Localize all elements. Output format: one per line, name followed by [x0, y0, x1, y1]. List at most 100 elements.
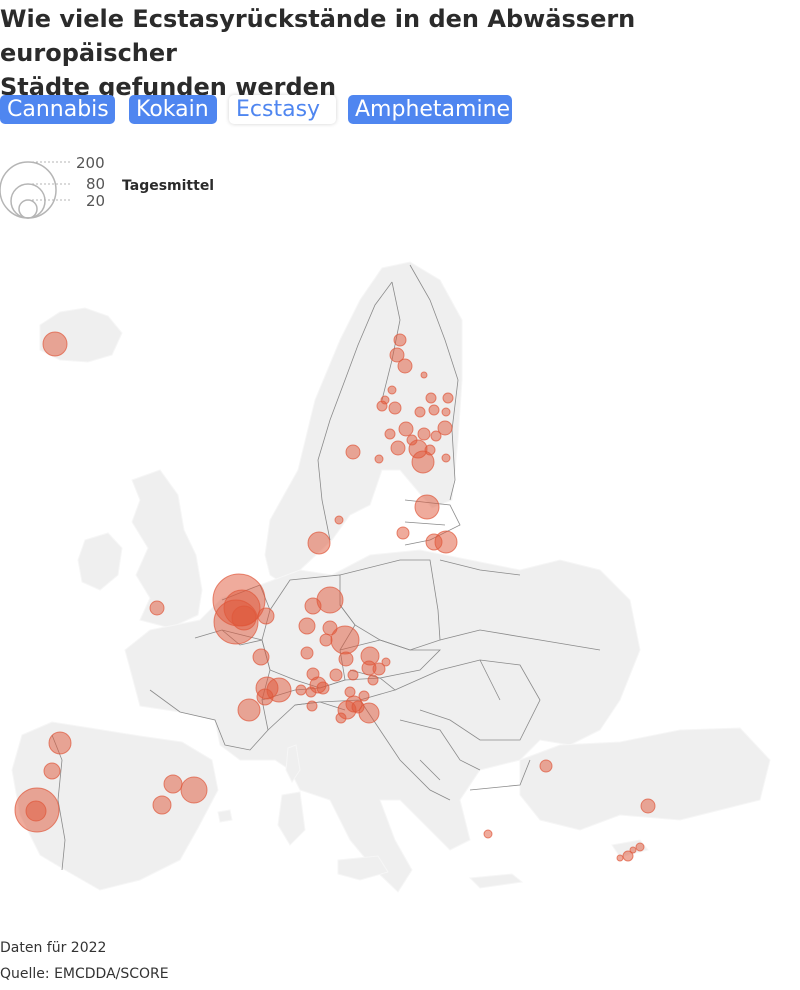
city-bubble — [420, 371, 428, 379]
landmass-mallorca — [217, 809, 233, 823]
city-bubble — [635, 842, 645, 852]
city-bubble — [616, 854, 624, 862]
city-bubble — [387, 385, 397, 395]
title-line-1: Wie viele Ecstasyrückstände in den Abwäs… — [0, 5, 636, 67]
city-bubble — [256, 688, 274, 706]
city-bubble — [329, 668, 343, 682]
city-bubble — [152, 795, 172, 815]
landmass-crete — [468, 873, 524, 889]
city-bubble — [257, 607, 275, 625]
city-bubble — [335, 712, 347, 724]
border-ukraine-belarus — [439, 559, 601, 701]
border-finland-russia — [409, 264, 459, 501]
city-bubble — [345, 444, 361, 460]
city-bubble — [389, 347, 405, 363]
city-bubble — [414, 494, 440, 520]
city-bubble — [347, 669, 359, 681]
city-bubble — [306, 700, 318, 712]
city-bubble — [43, 762, 61, 780]
landmass-iberia — [11, 721, 219, 891]
legend-title: Tagesmittel — [122, 178, 215, 194]
city-bubble — [295, 684, 307, 696]
city-bubble — [358, 702, 380, 724]
city-bubble — [237, 698, 261, 722]
tab-ecstasy[interactable]: Ecstasy — [229, 95, 336, 124]
city-bubble — [629, 846, 637, 854]
size-legend: 200 80 20 — [0, 154, 105, 219]
city-bubble — [358, 690, 370, 702]
city-bubble — [231, 605, 257, 631]
city-bubble — [441, 407, 451, 417]
city-bubble — [381, 657, 391, 667]
city-bubble — [307, 531, 331, 555]
landmass-sicily — [337, 855, 389, 881]
landmass-great-britain — [131, 469, 203, 629]
city-bubble — [316, 681, 330, 695]
city-bubble — [48, 731, 72, 755]
city-bubble — [252, 648, 270, 666]
tab-kokain[interactable]: Kokain — [129, 95, 217, 124]
city-bubble — [374, 454, 384, 464]
city-bubble — [367, 674, 379, 686]
city-bubble — [390, 440, 406, 456]
city-bubble-reykjavik — [42, 331, 68, 357]
city-bubble — [539, 759, 553, 773]
city-bubble — [298, 617, 316, 635]
city-bubble — [319, 633, 333, 647]
legend-circle-large — [0, 161, 57, 219]
city-bubble — [397, 358, 413, 374]
border-norway-sweden — [317, 281, 393, 541]
city-bubble — [180, 776, 208, 804]
source-note: Quelle: EMCDDA/SCORE — [0, 966, 169, 982]
legend-label-large: 200 — [76, 154, 105, 172]
border-hungary-romania — [394, 659, 541, 741]
landmass-continental-europe — [124, 549, 641, 893]
city-bubble — [442, 392, 454, 404]
city-bubble — [417, 427, 431, 441]
city-bubble — [396, 526, 410, 540]
landmass-corsica — [285, 744, 301, 783]
city-bubble — [425, 392, 437, 404]
legend-circle-small — [18, 199, 38, 219]
border-czechia-slovakia — [339, 639, 441, 679]
europe-map — [11, 261, 771, 893]
city-bubble — [437, 420, 453, 436]
city-bubble — [414, 406, 426, 418]
city-bubble — [344, 686, 356, 698]
landmass-sardinia — [277, 791, 306, 846]
city-bubble — [393, 333, 407, 347]
city-bubble — [411, 450, 435, 474]
city-bubble — [388, 401, 402, 415]
landmass-ireland — [77, 532, 123, 591]
city-bubble — [622, 850, 634, 862]
city-bubble — [640, 798, 656, 814]
city-bubble — [316, 586, 344, 614]
legend-label-medium: 80 — [86, 175, 105, 193]
city-bubble — [398, 421, 414, 437]
country-borders — [51, 264, 601, 871]
city-bubble — [334, 515, 344, 525]
city-bubble — [376, 400, 388, 412]
tab-cannabis[interactable]: Cannabis — [0, 95, 115, 124]
legend-label-small: 20 — [86, 192, 105, 210]
city-bubble — [25, 800, 47, 822]
city-bubble — [428, 404, 440, 416]
city-bubble — [441, 453, 451, 463]
page-title: Wie viele Ecstasyrückstände in den Abwäs… — [0, 2, 800, 104]
tab-amphetamine[interactable]: Amphetamine — [348, 95, 512, 124]
landmass-anatolia — [519, 727, 771, 831]
city-bubble — [434, 530, 458, 554]
city-bubble — [430, 430, 442, 442]
city-bubble — [149, 600, 165, 616]
city-bubble — [372, 662, 386, 676]
city-bubble — [305, 686, 317, 698]
legend-circle-medium — [10, 183, 46, 219]
city-bubble — [338, 651, 354, 667]
border-greece-turkey — [469, 759, 531, 791]
data-year-note: Daten für 2022 — [0, 940, 107, 956]
city-bubbles — [14, 331, 656, 862]
city-bubble — [300, 646, 314, 660]
city-bubble — [384, 428, 396, 440]
city-bubble — [163, 774, 183, 794]
city-bubble — [330, 625, 360, 655]
